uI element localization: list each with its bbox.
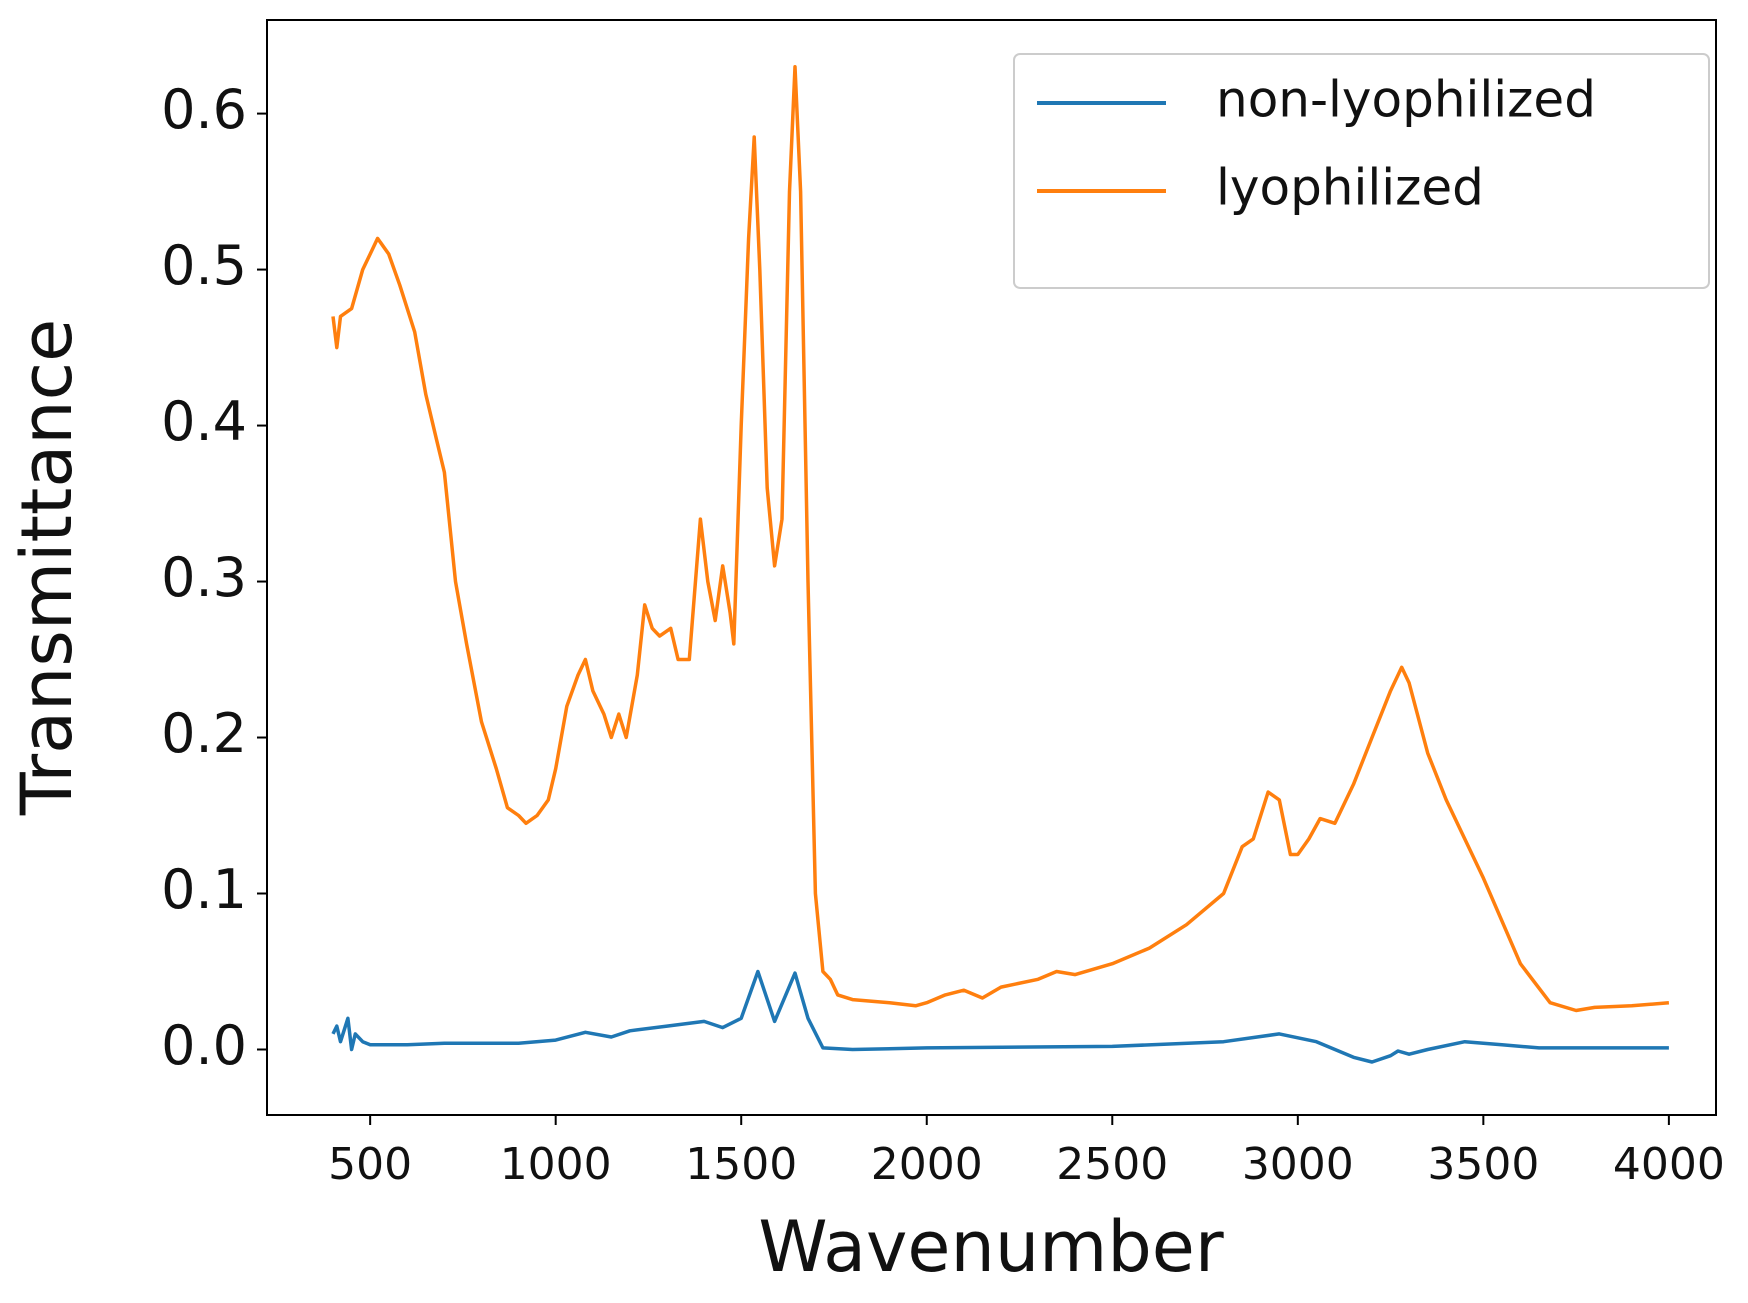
y-tick-label: 0.2: [161, 702, 247, 765]
x-tick-label: 3500: [1427, 1139, 1539, 1190]
legend-label: non-lyophilized: [1216, 71, 1596, 129]
y-tick-label: 0.3: [161, 546, 247, 609]
x-tick-label: 2000: [871, 1139, 983, 1190]
legend-box: [1013, 53, 1710, 289]
y-tick-label: 0.5: [161, 234, 247, 297]
y-tick-label: 0.6: [161, 78, 247, 141]
y-axis-label: Transmittance: [6, 319, 88, 816]
series-line: [331, 969, 1669, 1064]
legend-label: lyophilized: [1216, 159, 1484, 217]
x-tick-label: 500: [328, 1139, 412, 1190]
x-axis-label: Wavenumber: [758, 1206, 1224, 1288]
x-tick-label: 1500: [685, 1139, 797, 1190]
x-tick-label: 3000: [1242, 1139, 1354, 1190]
x-tick-label: 4000: [1613, 1139, 1725, 1190]
y-tick-label: 0.4: [161, 390, 247, 453]
x-tick-label: 1000: [500, 1139, 612, 1190]
y-tick-label: 0.0: [161, 1014, 247, 1077]
series-line: [331, 65, 1670, 1013]
x-tick-label: 2500: [1056, 1139, 1168, 1190]
plot-frame: [266, 19, 1717, 1116]
y-tick-label: 0.1: [161, 858, 247, 921]
